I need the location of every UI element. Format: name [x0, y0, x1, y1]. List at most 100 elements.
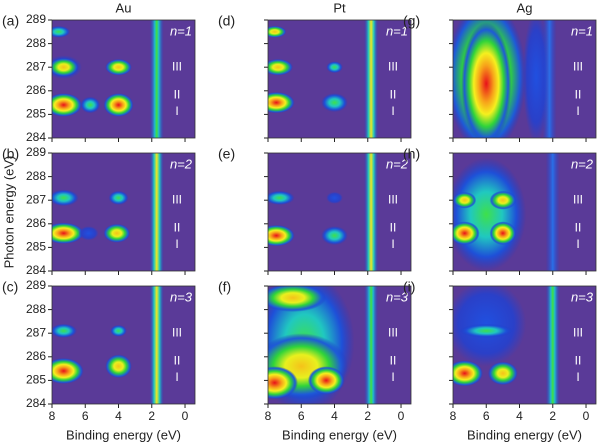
- heatmap-line: [364, 153, 379, 271]
- heatmap-feature: [321, 226, 348, 246]
- heatmap-feature: [108, 190, 129, 205]
- x-axis-label: Binding energy (eV): [282, 427, 397, 442]
- heatmap-feature: [52, 222, 84, 244]
- heatmap-feature: [52, 93, 82, 117]
- panel-frame: [267, 152, 412, 272]
- x-tick-label: 6: [298, 409, 305, 423]
- panel-label: (c): [2, 279, 18, 295]
- heatmap-feature: [78, 226, 99, 241]
- panel-label: (g): [403, 13, 420, 29]
- heatmap-line: [364, 286, 379, 404]
- heatmap-feature: [268, 286, 327, 312]
- region-label: II: [575, 221, 582, 235]
- panel: [268, 286, 411, 404]
- region-label: I: [175, 237, 178, 251]
- region-label: I: [576, 237, 579, 251]
- heatmap-feature: [110, 324, 127, 337]
- y-tick-label: 286: [26, 349, 46, 363]
- y-tick-label: 285: [26, 240, 46, 254]
- heatmap-line: [545, 153, 560, 271]
- panel-frame: [452, 19, 597, 139]
- panel-frame: [267, 19, 412, 139]
- panel-label: (e): [218, 146, 235, 162]
- x-tick-label: 8: [49, 409, 56, 423]
- heatmap-feature: [453, 191, 477, 209]
- panel: [453, 153, 596, 271]
- heatmap-feature: [489, 221, 517, 246]
- heatmap-line: [542, 20, 557, 138]
- y-tick-label: 285: [26, 373, 46, 387]
- heatmap-feature: [268, 58, 293, 76]
- region-label: I: [576, 370, 579, 384]
- y-tick-label: 284: [26, 396, 46, 410]
- heatmap-line: [149, 286, 164, 404]
- panel-background: [52, 20, 195, 138]
- n-label: n=3: [571, 289, 594, 304]
- panel-background: [52, 153, 195, 271]
- y-tick-label: 286: [26, 216, 46, 230]
- y-tick-label: 287: [26, 192, 46, 206]
- panel-label: (i): [403, 279, 415, 295]
- n-label: n=3: [386, 289, 409, 304]
- panel: [268, 153, 411, 271]
- heatmap-feature: [459, 323, 513, 338]
- heatmap-feature: [326, 191, 343, 204]
- heatmap-line: [364, 20, 379, 138]
- region-label: III: [172, 325, 182, 339]
- x-tick-label: 8: [265, 409, 272, 423]
- region-label: I: [175, 370, 178, 384]
- heatmap-feature: [487, 361, 518, 386]
- panel: [453, 20, 596, 138]
- region-label: III: [172, 192, 182, 206]
- panel-background: [52, 286, 195, 404]
- heatmap-feature: [461, 22, 512, 138]
- heatmap-line: [545, 286, 560, 404]
- heatmap-feature: [307, 366, 345, 395]
- x-tick-label: 4: [331, 409, 338, 423]
- panel-frame: [51, 285, 196, 405]
- heatmap-feature: [321, 93, 348, 113]
- region-label: III: [573, 325, 583, 339]
- x-tick-label: 8: [450, 409, 457, 423]
- panel-label: (b): [2, 146, 19, 162]
- y-tick-label: 288: [26, 302, 46, 316]
- heatmap-feature: [52, 357, 84, 384]
- region-label: I: [391, 370, 394, 384]
- n-label: n=2: [571, 156, 594, 171]
- heatmap-line: [149, 153, 164, 271]
- region-label: III: [388, 59, 398, 73]
- region-label: III: [573, 192, 583, 206]
- heatmap-feature: [52, 323, 77, 338]
- heatmap-feature: [103, 93, 134, 117]
- region-label: II: [575, 88, 582, 102]
- panel: [268, 20, 411, 138]
- heatmap-feature: [103, 223, 131, 243]
- n-label: n=3: [170, 289, 193, 304]
- y-tick-label: 284: [26, 130, 46, 144]
- y-axis-label: Photon energy (eV): [1, 156, 16, 269]
- panel-label: (d): [218, 13, 235, 29]
- region-label: I: [391, 104, 394, 118]
- region-label: II: [575, 354, 582, 368]
- y-tick-label: 286: [26, 83, 46, 97]
- y-tick-label: 287: [26, 59, 46, 73]
- heatmap-feature: [268, 366, 298, 400]
- x-tick-label: 6: [483, 409, 490, 423]
- column-title: Pt: [333, 0, 346, 15]
- region-label: I: [175, 104, 178, 118]
- heatmap-feature: [326, 61, 343, 74]
- x-tick-label: 0: [583, 409, 590, 423]
- region-label: III: [388, 325, 398, 339]
- column-title: Ag: [517, 0, 533, 15]
- panel-frame: [452, 285, 597, 405]
- panel-label: (h): [403, 146, 420, 162]
- region-label: II: [174, 354, 181, 368]
- n-label: n=1: [170, 23, 192, 38]
- region-label: III: [172, 59, 182, 73]
- n-label: n=1: [386, 23, 408, 38]
- panel-frame: [452, 152, 597, 272]
- heatmap-feature: [268, 224, 295, 247]
- heatmap-feature: [52, 25, 71, 38]
- x-tick-label: 0: [398, 409, 405, 423]
